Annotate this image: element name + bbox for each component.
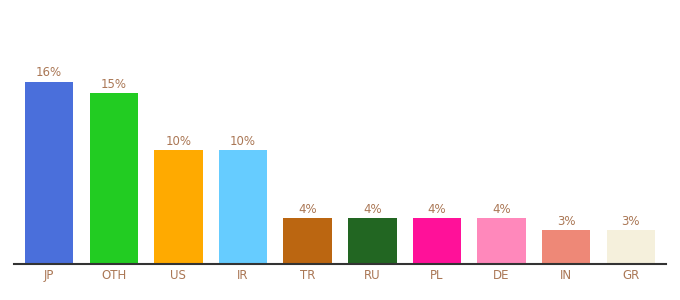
Bar xyxy=(348,218,396,264)
Text: 3%: 3% xyxy=(622,214,640,227)
Bar xyxy=(25,82,73,264)
Bar xyxy=(542,230,590,264)
Text: 3%: 3% xyxy=(557,214,575,227)
Bar xyxy=(607,230,655,264)
Bar xyxy=(477,218,526,264)
Text: 4%: 4% xyxy=(428,203,446,216)
Text: 4%: 4% xyxy=(299,203,317,216)
Bar xyxy=(284,218,332,264)
Text: 10%: 10% xyxy=(230,135,256,148)
Text: 10%: 10% xyxy=(165,135,191,148)
Bar xyxy=(413,218,461,264)
Bar xyxy=(154,150,203,264)
Text: 15%: 15% xyxy=(101,78,126,91)
Bar xyxy=(219,150,267,264)
Bar xyxy=(90,93,138,264)
Text: 16%: 16% xyxy=(36,66,62,79)
Text: 4%: 4% xyxy=(363,203,381,216)
Text: 4%: 4% xyxy=(492,203,511,216)
